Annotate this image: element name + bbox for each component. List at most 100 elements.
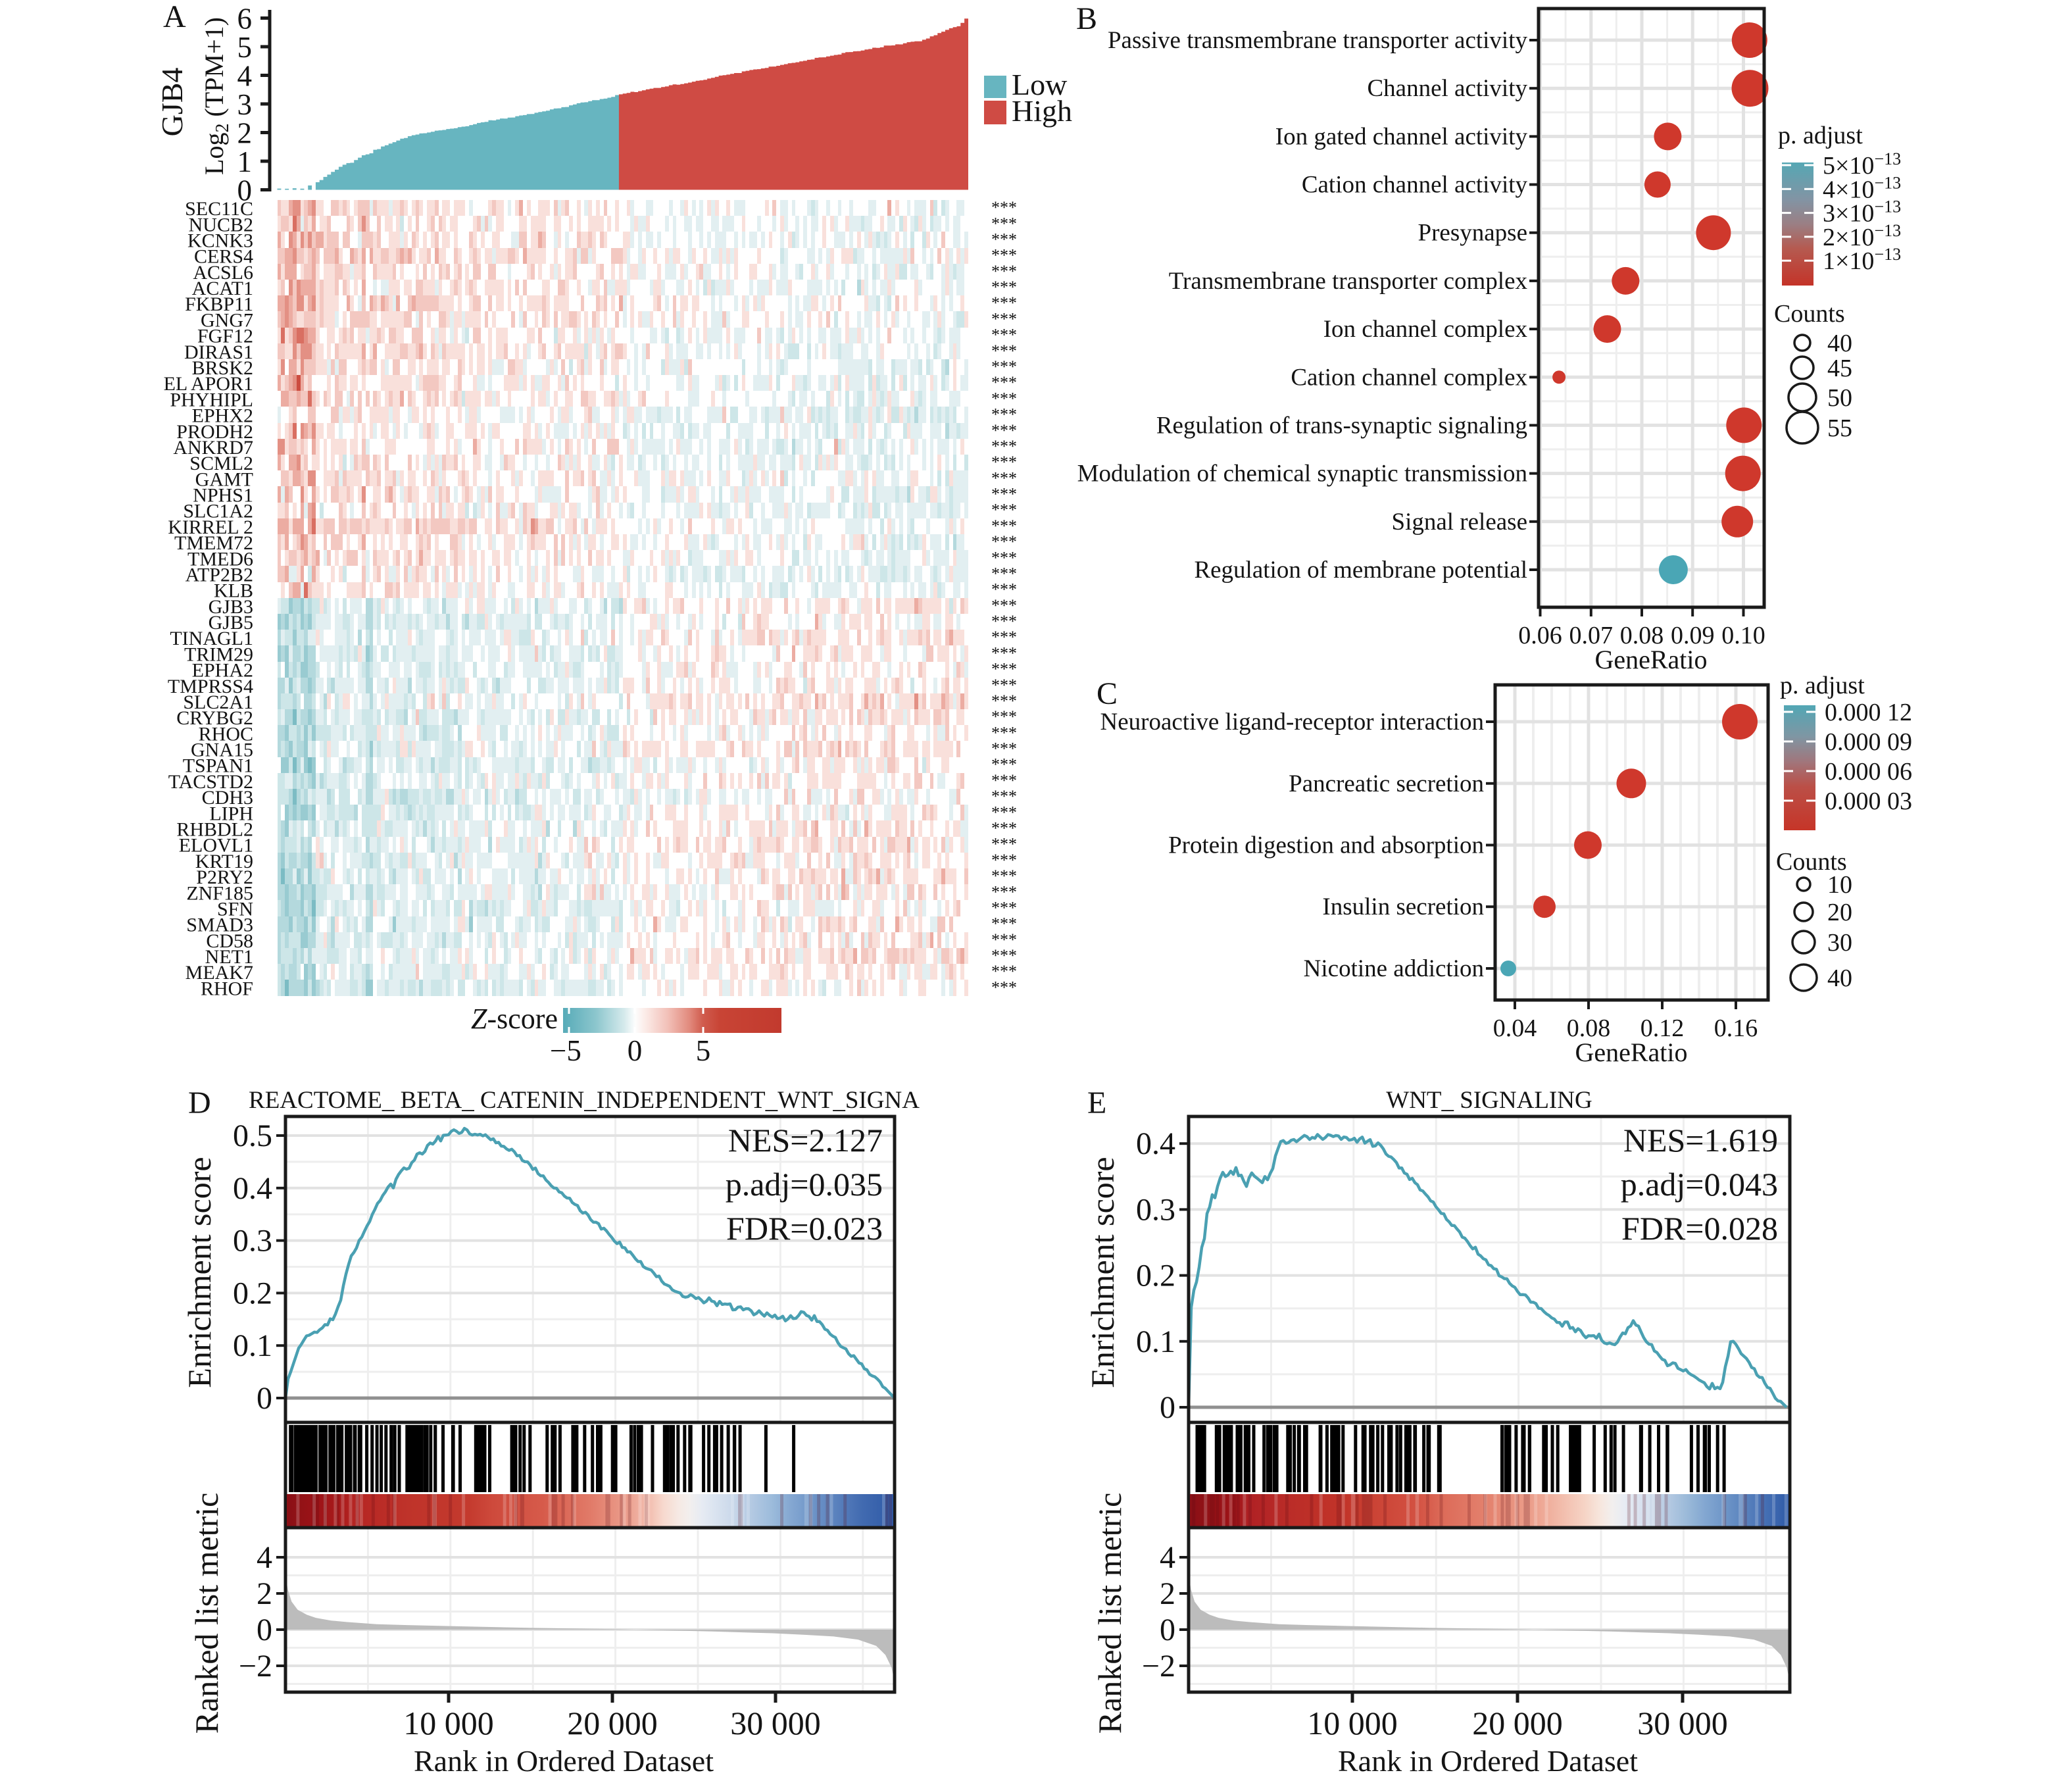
svg-text:EPHA2: EPHA2: [192, 660, 253, 682]
svg-text:Counts: Counts: [1774, 300, 1845, 328]
svg-text:0: 0: [628, 1034, 643, 1067]
svg-text:0.09: 0.09: [1671, 622, 1715, 649]
svg-text:Rank in Ordered Dataset: Rank in Ordered Dataset: [414, 1744, 714, 1777]
svg-text:***: ***: [991, 930, 1017, 949]
svg-text:***: ***: [991, 453, 1017, 472]
svg-text:***: ***: [991, 612, 1017, 631]
svg-text:LIPH: LIPH: [209, 803, 253, 824]
svg-text:CRYBG2: CRYBG2: [176, 707, 253, 729]
svg-text:A: A: [163, 0, 186, 34]
svg-text:−5: −5: [550, 1034, 581, 1067]
svg-text:0.2: 0.2: [1136, 1259, 1175, 1293]
svg-text:GJB3: GJB3: [209, 596, 253, 618]
svg-text:EPHX2: EPHX2: [192, 405, 253, 427]
svg-text:***: ***: [991, 214, 1017, 233]
svg-text:TMEM72: TMEM72: [174, 532, 253, 554]
svg-text:−2: −2: [239, 1649, 272, 1684]
svg-text:***: ***: [991, 564, 1017, 584]
svg-text:40: 40: [1827, 330, 1852, 357]
svg-text:***: ***: [991, 691, 1017, 711]
svg-text:20: 20: [1827, 899, 1852, 926]
svg-text:***: ***: [991, 532, 1017, 551]
svg-text:***: ***: [991, 739, 1017, 759]
svg-text:***: ***: [991, 755, 1017, 774]
svg-text:p.adj=0.035: p.adj=0.035: [726, 1166, 883, 1203]
svg-text:Ranked list metric: Ranked list metric: [188, 1493, 225, 1734]
svg-text:TMED6: TMED6: [187, 548, 253, 570]
svg-text:D: D: [188, 1086, 211, 1120]
svg-text:***: ***: [991, 501, 1017, 520]
svg-text:***: ***: [991, 946, 1017, 965]
svg-text:0: 0: [257, 1381, 272, 1416]
svg-text:SCML2: SCML2: [189, 453, 253, 474]
svg-text:3: 3: [237, 88, 253, 121]
svg-text:***: ***: [991, 278, 1017, 297]
svg-text:***: ***: [991, 341, 1017, 361]
svg-text:NET1: NET1: [205, 946, 253, 968]
svg-text:WNT_ SIGNALING: WNT_ SIGNALING: [1386, 1087, 1592, 1114]
svg-text:P2RY2: P2RY2: [196, 866, 253, 888]
svg-text:Passive transmembrane transpor: Passive transmembrane transporter activi…: [1108, 27, 1528, 54]
svg-text:ELOVL1: ELOVL1: [179, 835, 253, 857]
svg-text:Rank in Ordered Dataset: Rank in Ordered Dataset: [1338, 1744, 1638, 1777]
svg-text:0.000 03: 0.000 03: [1825, 788, 1912, 815]
svg-text:10 000: 10 000: [1307, 1705, 1398, 1741]
svg-text:NUCB2: NUCB2: [189, 214, 253, 236]
svg-text:RHOF: RHOF: [201, 978, 253, 999]
svg-text:Modulation of chemical synapti: Modulation of chemical synaptic transmis…: [1077, 461, 1527, 488]
svg-text:B: B: [1076, 1, 1097, 36]
svg-text:5: 5: [696, 1034, 711, 1067]
svg-text:GNG7: GNG7: [201, 309, 253, 331]
svg-text:PHYHIPL: PHYHIPL: [170, 389, 253, 411]
svg-text:Regulation of membrane potenti: Regulation of membrane potential: [1194, 557, 1527, 584]
svg-text:BRSK2: BRSK2: [192, 357, 253, 379]
svg-text:KIRREL 2: KIRREL 2: [168, 516, 253, 538]
svg-text:High: High: [1012, 94, 1072, 128]
svg-text:0: 0: [1160, 1613, 1175, 1647]
svg-text:***: ***: [991, 262, 1017, 281]
svg-text:Channel activity: Channel activity: [1367, 75, 1527, 102]
svg-text:KRT19: KRT19: [195, 851, 253, 872]
svg-text:6: 6: [237, 3, 253, 36]
svg-text:0.1: 0.1: [1136, 1324, 1175, 1359]
svg-text:REACTOME_ BETA_ CATENIN_INDEPE: REACTOME_ BETA_ CATENIN_INDEPENDENT_WNT_…: [249, 1087, 920, 1114]
svg-text:Protein digestion and absorpti: Protein digestion and absorption: [1168, 832, 1484, 859]
svg-text:***: ***: [991, 468, 1017, 488]
svg-text:***: ***: [991, 230, 1017, 249]
svg-text:45: 45: [1827, 355, 1852, 382]
svg-text:CERS4: CERS4: [194, 246, 253, 268]
svg-text:1: 1: [237, 145, 253, 178]
svg-text:5: 5: [237, 31, 253, 64]
svg-text:0.06: 0.06: [1518, 622, 1562, 649]
svg-text:0.2: 0.2: [233, 1276, 272, 1311]
svg-text:SMAD3: SMAD3: [186, 914, 253, 936]
svg-text:2: 2: [257, 1576, 272, 1611]
svg-text:KCNK3: KCNK3: [187, 230, 253, 252]
svg-text:GeneRatio: GeneRatio: [1594, 645, 1707, 674]
svg-text:FKBP11: FKBP11: [185, 293, 253, 315]
svg-text:Cation channel complex: Cation channel complex: [1291, 364, 1527, 391]
svg-text:***: ***: [991, 326, 1017, 345]
svg-text:***: ***: [991, 628, 1017, 647]
svg-text:NES=2.127: NES=2.127: [728, 1122, 883, 1159]
svg-text:55: 55: [1827, 414, 1852, 442]
svg-text:***: ***: [991, 819, 1017, 838]
svg-text:0: 0: [1160, 1390, 1175, 1425]
svg-text:***: ***: [991, 389, 1017, 408]
svg-text:***: ***: [991, 962, 1017, 981]
svg-text:20 000: 20 000: [567, 1705, 658, 1741]
svg-text:Insulin secretion: Insulin secretion: [1322, 893, 1484, 920]
svg-text:***: ***: [991, 643, 1017, 663]
svg-text:Counts: Counts: [1776, 848, 1847, 876]
svg-text:SEC11C: SEC11C: [185, 198, 253, 220]
svg-text:***: ***: [991, 373, 1017, 392]
svg-text:***: ***: [991, 866, 1017, 886]
svg-text:RHOC: RHOC: [199, 723, 253, 745]
svg-text:TACSTD2: TACSTD2: [168, 771, 253, 793]
svg-text:30: 30: [1827, 929, 1852, 957]
svg-text:Enrichment score: Enrichment score: [1084, 1157, 1121, 1388]
svg-text:FDR=0.023: FDR=0.023: [726, 1210, 883, 1247]
svg-text:−2: −2: [1142, 1649, 1175, 1684]
svg-text:***: ***: [991, 309, 1017, 328]
svg-text:0.4: 0.4: [1136, 1126, 1175, 1161]
